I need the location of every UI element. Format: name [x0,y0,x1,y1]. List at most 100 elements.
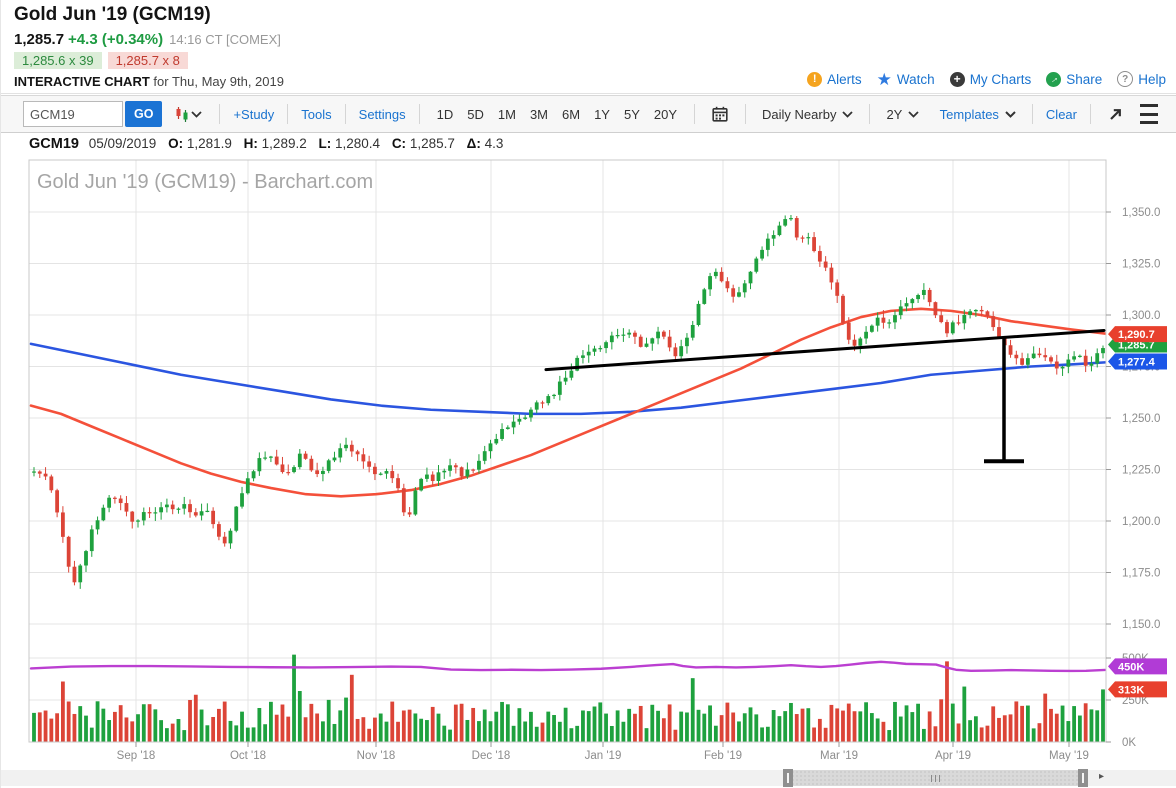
chart-menu-button[interactable] [1140,104,1158,124]
svg-text:Sep '18: Sep '18 [117,750,156,762]
toolbar-separator [344,104,346,124]
hamburger-icon [1140,104,1158,124]
ohlc-date: 05/09/2019 [88,136,157,151]
svg-text:Gold Jun '19 (GCM19) - Barchar: Gold Jun '19 (GCM19) - Barchart.com [37,171,373,193]
interactive-chart-caption: INTERACTIVE CHART for Thu, May 9th, 2019 [14,74,284,89]
svg-text:Mar '19: Mar '19 [820,750,858,762]
svg-text:1,225.0: 1,225.0 [1122,465,1160,477]
scrollbar-grip-icon [930,775,940,782]
grid-layer [29,160,1106,742]
help-icon [1117,71,1134,87]
quote-summary: 1,285.7 +4.3 (+0.34%) 14:16 CT [COMEX] [14,31,281,48]
toolbar-separator [1090,104,1091,124]
axes-layer: 1,350.01,325.01,300.01,275.01,250.01,225… [28,159,1160,762]
templates-dropdown[interactable]: Templates [940,107,1016,122]
price-change: +4.3 (+0.34%) [68,31,164,48]
toolbar-separator [694,104,696,124]
volume-bars-layer [32,654,1105,742]
plus-circle-icon [949,71,965,87]
clear-button[interactable]: Clear [1045,106,1077,122]
svg-text:1,350.0: 1,350.0 [1122,207,1160,219]
span-dropdown[interactable]: 2Y [886,107,919,122]
scrollbar-thumb[interactable] [783,769,1088,787]
toolbar-separator [869,104,871,124]
open-value: 1,281.9 [186,136,232,151]
candles-layer [32,214,1105,589]
svg-text:1,250.0: 1,250.0 [1122,413,1160,425]
scrollbar-right-arrow-icon[interactable] [1099,771,1104,782]
svg-text:Apr '19: Apr '19 [935,750,971,762]
scrollbar-left-handle[interactable] [783,769,793,787]
star-icon [877,72,892,87]
svg-text:0K: 0K [1122,737,1136,749]
chart-type-button[interactable] [174,106,203,123]
alerts-link[interactable]: Alerts [807,71,862,87]
help-link[interactable]: Help [1117,71,1166,87]
settings-link[interactable]: Settings [358,106,406,122]
toolbar-separator [287,104,289,124]
go-button[interactable]: GO [125,101,163,127]
range-20y[interactable]: 20Y [653,106,678,122]
open-interest-line [29,660,1107,673]
page-title: Gold Jun '19 (GCM19) [14,4,211,25]
svg-text:Nov '18: Nov '18 [357,750,396,762]
last-price: 1,285.7 [14,31,65,48]
symbol-input[interactable] [23,101,123,127]
range-1m[interactable]: 1M [497,106,516,122]
chart-scrollbar-track[interactable] [1,769,1176,787]
close-value: 1,285.7 [409,136,455,151]
high-value: 1,289.2 [261,136,307,151]
tools-link[interactable]: Tools [301,106,332,122]
svg-text:May '19: May '19 [1049,750,1089,762]
interactive-price-chart[interactable]: Gold Jun '19 (GCM19) - Barchart.com 1,350… [1,155,1176,770]
frequency-dropdown[interactable]: Daily Nearby [762,107,854,122]
delta-value: 4.3 [484,136,504,151]
alert-icon [807,71,823,87]
range-6m[interactable]: 6M [562,106,581,122]
chart-toolbar: GO +Study Tools Settings 1D 5D 1M 3M 6M … [1,95,1176,133]
chevron-down-icon [191,110,203,118]
quote-time: 14:16 CT [COMEX] [169,32,281,47]
share-icon [1046,71,1062,87]
scrollbar-right-handle[interactable] [1078,769,1088,787]
calendar-button[interactable] [712,106,728,122]
svg-text:450K: 450K [1118,661,1144,673]
ohlc-bar: GCM19 05/09/2019 O: 1,281.9 H: 1,289.2 L… [29,136,504,152]
svg-text:Feb '19: Feb '19 [704,750,742,762]
svg-text:313K: 313K [1118,684,1144,696]
svg-text:Oct '18: Oct '18 [230,750,266,762]
share-link[interactable]: Share [1046,71,1102,87]
bid-quote: 1,285.6 x 39 [14,52,102,69]
toolbar-separator [745,104,747,124]
range-5d[interactable]: 5D [467,106,484,122]
range-1d[interactable]: 1D [436,106,454,122]
interactive-chart-label: INTERACTIVE CHART [14,74,150,89]
ohlc-symbol: GCM19 [29,136,79,152]
ask-quote: 1,285.7 x 8 [107,52,188,69]
toolbar-separator [219,104,221,124]
range-3m[interactable]: 3M [529,106,549,122]
svg-text:1,150.0: 1,150.0 [1122,619,1160,631]
pop-out-arrow-icon [1110,108,1121,120]
svg-text:1,200.0: 1,200.0 [1122,516,1160,528]
moving-average-lines [29,307,1107,498]
candlestick-icon [176,106,188,122]
add-study-link[interactable]: +Study [233,106,275,122]
svg-text:250K: 250K [1122,695,1149,707]
my-charts-link[interactable]: My Charts [949,71,1031,87]
interactive-chart-date: for Thu, May 9th, 2019 [153,74,284,89]
range-1y[interactable]: 1Y [594,106,610,122]
svg-text:Dec '18: Dec '18 [472,750,511,762]
calendar-icon [712,106,728,122]
svg-text:1,325.0: 1,325.0 [1122,259,1160,271]
svg-text:1,300.0: 1,300.0 [1122,310,1160,322]
axis-tags-layer: 1,285.71,290.7 1,277.4 450K 313K [1108,326,1167,698]
svg-text:Jan '19: Jan '19 [585,750,622,762]
range-5y[interactable]: 5Y [623,106,640,122]
watch-link[interactable]: Watch [877,72,935,87]
svg-text:1,175.0: 1,175.0 [1122,568,1160,580]
header-divider [1,93,1176,94]
pop-out-chart-button[interactable] [1108,107,1123,122]
chevron-down-icon [842,110,854,118]
toolbar-separator [418,104,420,124]
